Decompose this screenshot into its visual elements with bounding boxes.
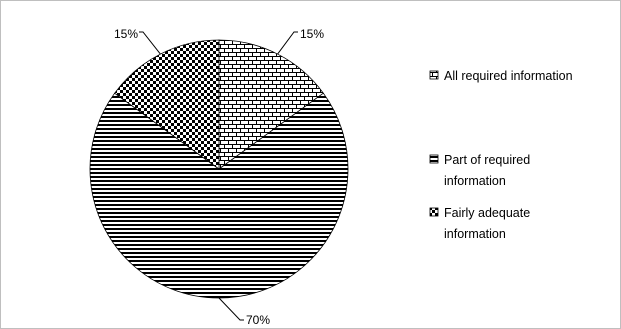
legend-swatch: [429, 70, 439, 80]
legend-label: Part of required: [444, 153, 530, 167]
data-label: 15%: [114, 27, 138, 41]
legend-swatch: [429, 154, 439, 164]
pie-slices: [89, 39, 349, 299]
legend-item-all-required: All required information: [429, 69, 573, 83]
legend: All required information Part of require…: [429, 69, 573, 241]
legend-label: information: [444, 174, 506, 188]
legend-swatch: [429, 207, 439, 217]
legend-label: All required information: [444, 69, 573, 83]
data-label: 15%: [300, 27, 324, 41]
data-labels: 15% 70% 15%: [114, 27, 324, 327]
legend-item-fairly-adequate: Fairly adequate information: [429, 206, 530, 241]
leader-lines: [139, 31, 298, 321]
legend-label: Fairly adequate: [444, 206, 530, 220]
legend-item-part-required: Part of required information: [429, 153, 530, 188]
legend-label: information: [444, 227, 506, 241]
pie-slice-fairly-adequate-information: [114, 39, 220, 170]
leader-line: [139, 31, 161, 55]
leader-line: [218, 297, 244, 321]
pie-slice-all-required-information: [218, 39, 324, 170]
leader-line: [277, 31, 298, 55]
data-label: 70%: [246, 313, 270, 327]
